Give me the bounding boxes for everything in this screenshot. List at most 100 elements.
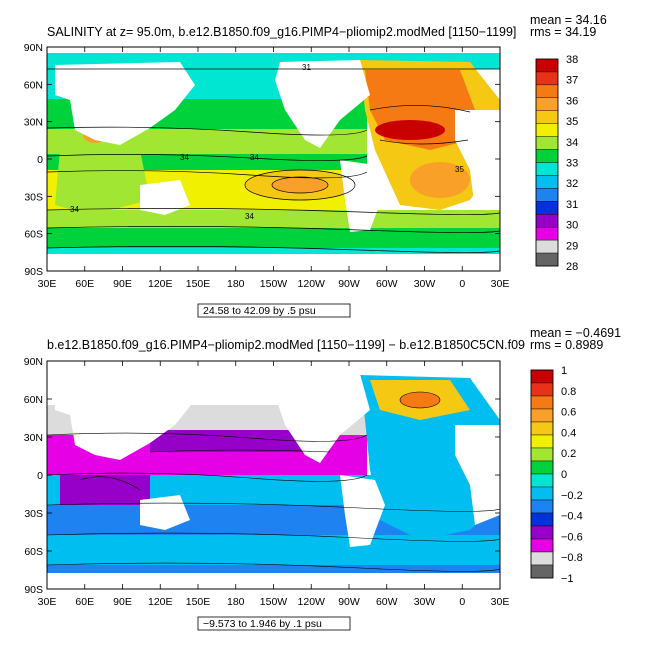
- colorbar-swatch: [535, 201, 559, 215]
- colorbar-swatch: [530, 512, 554, 527]
- panel-2-title: b.e12.B1850.f09_g16.PIMP4−pliomip2.modMe…: [47, 338, 525, 352]
- x-tick-label: 90E: [113, 596, 132, 608]
- panel-2-map: [47, 361, 500, 589]
- panel-1-note-box: [197, 303, 351, 318]
- colorbar-label: 0.2: [561, 448, 576, 460]
- contour-label: 34: [70, 205, 79, 214]
- colorbar-swatch: [535, 97, 559, 111]
- colorbar-label: −1: [561, 573, 574, 585]
- eurasia: [55, 376, 195, 460]
- southern-ocean-band-2: [47, 228, 500, 248]
- colorbar-swatch: [530, 421, 554, 436]
- indian-ocean: [55, 150, 150, 215]
- x-tick-label: 30E: [38, 596, 57, 608]
- colorbar-label: 28: [566, 261, 578, 273]
- panel-2-axes: 30E 60E 90E 120E 150E 180 150W 120W 90W 60W 30W 0 30…: [24, 356, 510, 608]
- colorbar-swatch: [535, 123, 559, 137]
- colorbar-label: 32: [566, 178, 578, 190]
- colorbar-swatch: [530, 434, 554, 449]
- y-tick-label: 60S: [24, 546, 43, 558]
- y-tick-label: 90S: [24, 584, 43, 596]
- colorbar-swatch: [535, 84, 559, 99]
- colorbar-swatch: [530, 551, 554, 566]
- panel-1-mean: mean = 34.16: [530, 13, 607, 27]
- x-tick-label: 120W: [298, 278, 326, 290]
- africa: [455, 425, 500, 525]
- y-tick-label: 90N: [24, 356, 43, 368]
- y-tick-label: 60N: [24, 79, 43, 91]
- colorbar-swatch: [530, 460, 554, 475]
- colorbar-label: 35: [566, 116, 578, 128]
- x-tick-label: 60E: [75, 278, 94, 290]
- panel-1-rms: rms = 34.19: [530, 25, 596, 39]
- colorbar-swatch: [535, 149, 559, 163]
- x-tick-label: 120E: [148, 278, 173, 290]
- x-tick-label: 0: [459, 278, 465, 290]
- panel-1-map: 34 34 34 31 35 34: [47, 47, 500, 271]
- panel-1-contour-note: 24.58 to 42.09 by .5 psu: [203, 305, 316, 317]
- panel-2-note-box: [197, 616, 351, 631]
- panel-1-colorbar: 38 37 36 35 34 33 32 31 30 29 28: [535, 54, 578, 273]
- y-tick-label: 0: [37, 154, 43, 166]
- colorbar-swatch: [535, 239, 559, 254]
- colorbar-swatch: [535, 226, 559, 241]
- colorbar-label: 0.8: [561, 386, 576, 398]
- x-tick-label: 150W: [260, 596, 288, 608]
- x-tick-label: 60W: [376, 278, 398, 290]
- colorbar-swatch: [535, 110, 559, 124]
- atlantic-difference: [360, 375, 500, 540]
- colorbar-frame: [535, 58, 559, 267]
- colorbar-swatch: [530, 382, 554, 397]
- eurasia: [55, 62, 195, 145]
- indian-ocean-purple: [60, 475, 150, 505]
- colorbar-label: 0.6: [561, 407, 576, 419]
- x-tick-label: 90W: [338, 596, 360, 608]
- colorbar-swatch: [530, 473, 554, 488]
- y-tick-label: 0: [37, 470, 43, 482]
- y-tick-label: 30N: [24, 117, 43, 129]
- contour-label: 34: [180, 153, 189, 162]
- contour-label: 34: [245, 212, 254, 221]
- southern-ocean-band-1: [47, 210, 500, 228]
- south-atlantic-max: [410, 162, 470, 198]
- colorbar-label: 0.4: [561, 427, 576, 439]
- y-tick-label: 30N: [24, 432, 43, 444]
- y-tick-label: 90N: [24, 42, 43, 54]
- colorbar-label: 1: [561, 365, 567, 377]
- colorbar-label: 31: [566, 199, 578, 211]
- antarctic-band: [47, 248, 500, 254]
- colorbar-swatch: [530, 486, 554, 501]
- colorbar-swatch: [535, 175, 559, 189]
- panel-salinity: SALINITY at z= 95.0m, b.e12.B1850.f09_g1…: [24, 13, 607, 318]
- panel-2-contour-note: −9.573 to 1.946 by .1 psu: [203, 618, 322, 630]
- y-tick-label: 30S: [24, 191, 43, 203]
- panel-1-axes: 30E 60E 90E 120E 150E 180 150W 120W 90W 60W 30W 0 30…: [24, 42, 510, 290]
- south-america: [340, 475, 385, 547]
- south-pacific-salinity-core: [272, 177, 328, 193]
- contour-lines-2: [47, 391, 500, 572]
- x-tick-label: 180: [227, 596, 245, 608]
- x-tick-label: 150W: [260, 278, 288, 290]
- south-america: [340, 160, 385, 232]
- y-tick-label: 30S: [24, 508, 43, 520]
- x-tick-label: 30E: [38, 278, 57, 290]
- colorbar-swatch: [535, 252, 559, 267]
- contour-label: 31: [302, 63, 311, 72]
- x-tick-label: 90W: [338, 278, 360, 290]
- australia: [140, 495, 190, 530]
- contour-labels: 34 34 34 31 35 34: [70, 63, 464, 221]
- colorbar-label: 36: [566, 95, 578, 107]
- contour-label: 35: [455, 165, 464, 174]
- x-tick-label: 30W: [414, 278, 436, 290]
- x-tick-label: 30E: [491, 278, 510, 290]
- colorbar-label: −0.8: [561, 552, 583, 564]
- colorbar-frame: [530, 369, 554, 579]
- colorbar-label: 30: [566, 220, 578, 232]
- panel-2-rms: rms = 0.8989: [530, 338, 603, 352]
- colorbar-swatch: [535, 162, 559, 176]
- colorbar-swatch: [535, 214, 559, 228]
- colorbar-label: −0.6: [561, 531, 583, 543]
- x-tick-label: 30E: [491, 596, 510, 608]
- y-tick-label: 60S: [24, 229, 43, 241]
- x-tick-label: 120W: [298, 596, 326, 608]
